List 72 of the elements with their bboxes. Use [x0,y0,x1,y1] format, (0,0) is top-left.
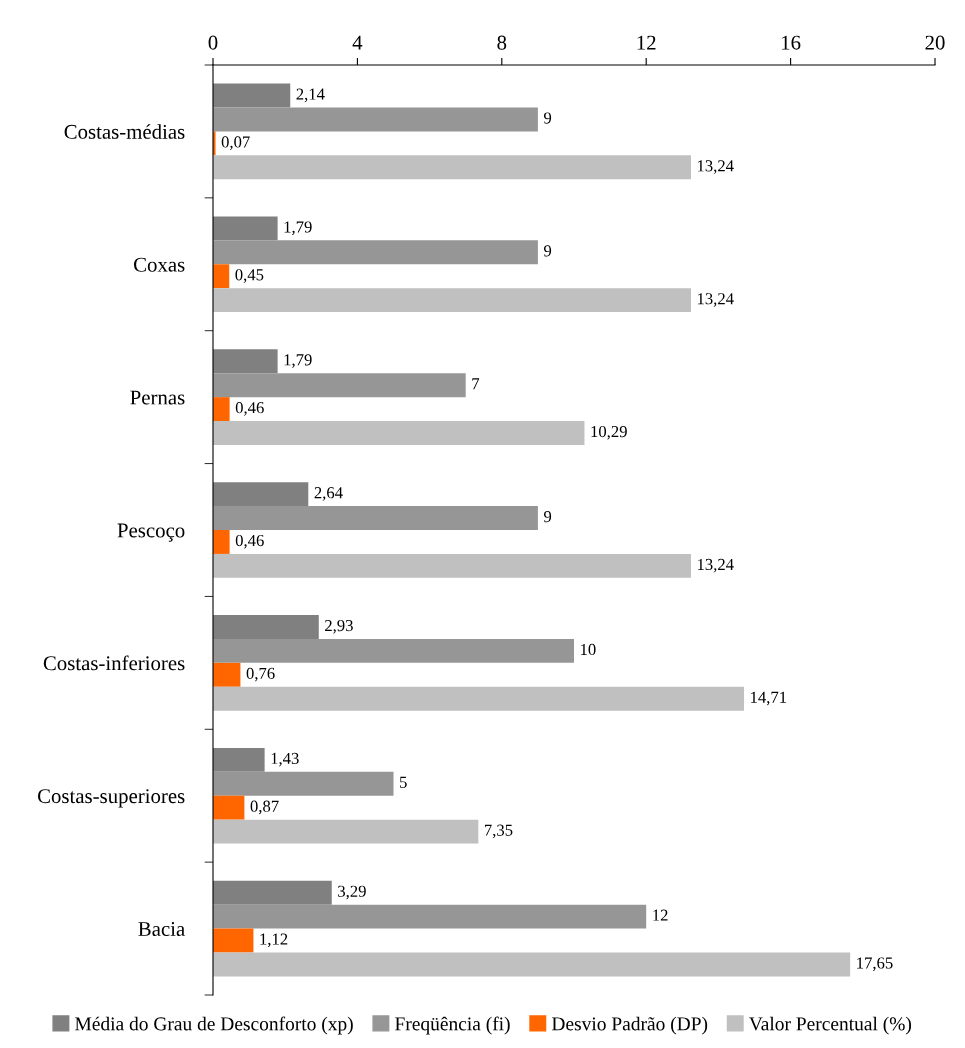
data-label: 13,24 [697,293,734,307]
bar [213,107,538,132]
legend-label: Desvio Padrão (DP) [551,1016,708,1035]
y-tick-label: Coxas [133,257,185,272]
data-label: 12 [653,909,668,921]
data-label: 2,64 [314,487,343,501]
bar [213,795,245,820]
data-label: 14,71 [751,691,787,706]
legend-label: Freqüência (fi) [395,1016,510,1035]
data-label: 0,07 [221,136,250,150]
y-tick-label: Costas-superiores [37,789,185,808]
bar [213,638,574,663]
y-tick-label: Pernas [130,390,185,405]
y-tick-label: Bacia [138,922,185,936]
data-label: 0,46 [235,534,264,549]
bar [213,952,851,977]
data-label: 10 [581,643,596,656]
bar [213,530,230,554]
x-tick-label: 20 [925,35,945,50]
legend-label: Valor Percentual (%) [749,1016,912,1035]
bar [213,83,291,108]
bar [213,771,394,796]
data-label: 9 [543,112,552,124]
bar [213,819,479,844]
bar [213,240,538,265]
data-label: 13,24 [697,558,734,573]
bar [213,880,332,905]
bar [213,349,278,374]
bar [213,421,585,445]
bar [213,928,254,953]
data-label: 9 [543,511,552,523]
bar [213,904,647,929]
bar [213,506,538,530]
bar [213,155,691,180]
bar [213,264,230,289]
legend-label: Média do Grau de Desconforto (xp) [75,1016,353,1035]
bar [213,615,319,639]
x-tick-label: 12 [637,35,656,50]
x-tick-label: 16 [782,35,801,50]
data-label: 2,93 [325,619,353,634]
y-tick-label: Costas-médias [64,124,185,139]
y-tick-label: Pescoço [117,523,185,542]
data-label: 0,87 [250,800,279,815]
data-label: 1,79 [284,221,312,235]
data-label: 5 [400,776,407,788]
bar [213,373,466,398]
data-label: 1,79 [284,354,312,368]
data-label: 7 [472,378,480,390]
data-label: 13,24 [697,160,734,174]
bar [213,686,745,711]
data-label: 3,29 [338,885,366,900]
data-label: 1,43 [271,752,299,767]
data-label: 1,12 [260,933,288,948]
data-label: 0,46 [235,402,264,416]
data-label: 7,35 [484,824,513,839]
bar [213,397,230,422]
data-label: 0,45 [235,269,264,283]
bar [213,288,691,313]
data-label: 17,65 [857,957,893,972]
y-tick-label: Costas-inferiores [43,655,185,671]
data-label: 10,29 [591,425,627,440]
x-tick-label: 8 [497,35,507,50]
x-tick-label: 4 [352,35,363,50]
bar [213,482,309,507]
bar [213,553,691,578]
data-label: 9 [543,245,552,257]
bar [213,747,265,772]
bar [213,662,241,687]
data-label: 0,76 [246,667,275,682]
bar [213,216,278,241]
data-label: 2,14 [296,88,325,103]
x-tick-label: 0 [208,35,218,50]
